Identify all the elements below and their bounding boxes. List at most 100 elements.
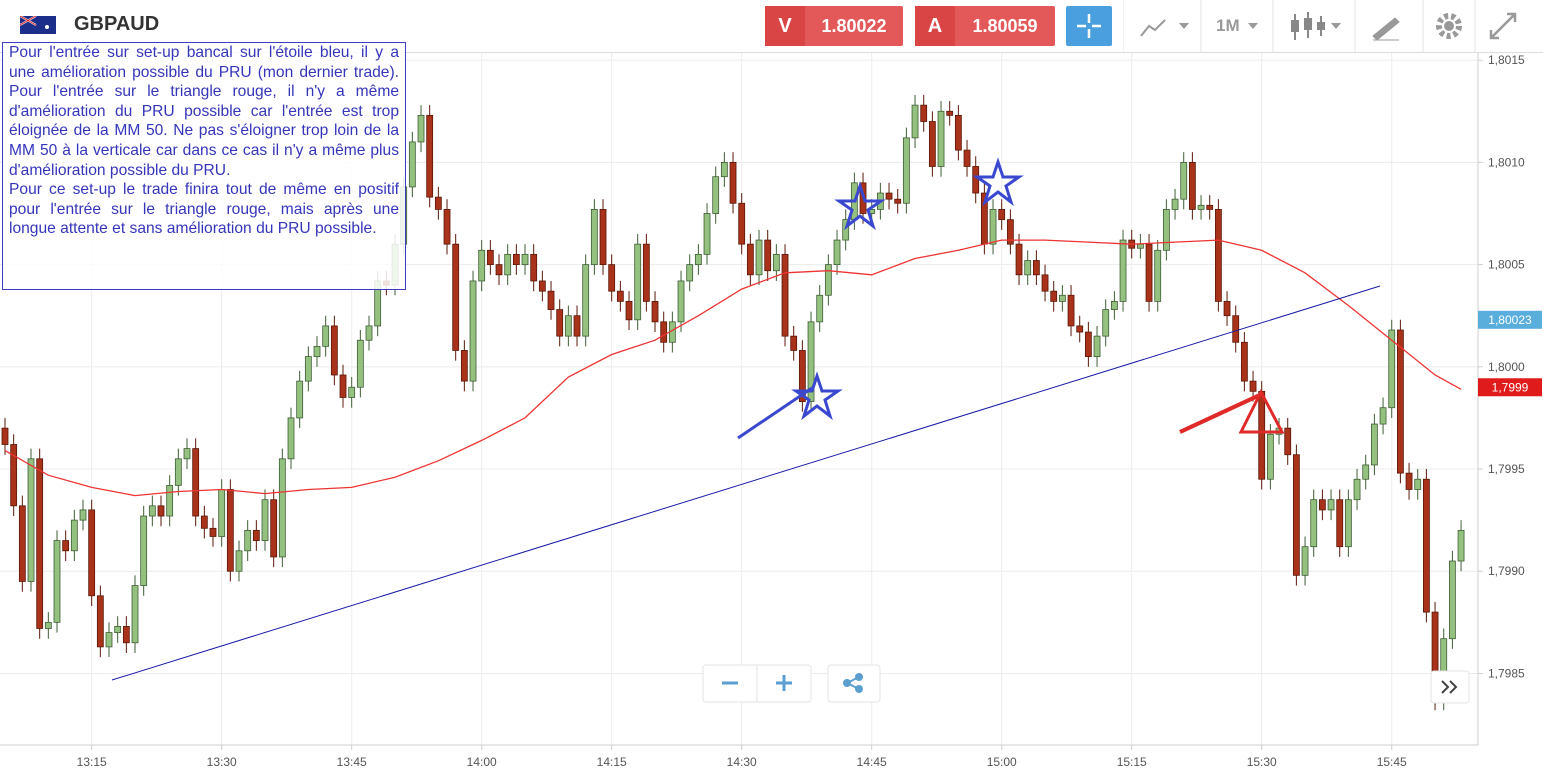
candle-body xyxy=(1206,204,1214,210)
candle-body xyxy=(79,509,87,521)
candle-body xyxy=(157,505,165,517)
candle-body xyxy=(1284,427,1292,456)
candle-body xyxy=(1327,499,1335,511)
crosshair-icon xyxy=(1077,14,1101,38)
candle-body xyxy=(365,325,373,341)
candle-body xyxy=(842,219,850,241)
candle-body xyxy=(1076,325,1084,333)
candle-body xyxy=(1318,499,1326,511)
candle-icon xyxy=(1304,18,1312,30)
dropdown[interactable] xyxy=(1179,23,1189,29)
candle-body xyxy=(408,141,416,188)
candle-body xyxy=(894,198,902,204)
candle-body xyxy=(356,339,364,388)
candle-body xyxy=(642,243,650,302)
sell-button[interactable]: V 1.80022 xyxy=(765,6,903,46)
candle-body xyxy=(114,626,122,633)
candle-body xyxy=(573,315,581,337)
candle-body xyxy=(1310,499,1318,548)
candle-body xyxy=(44,621,52,629)
timeframe[interactable]: 1M xyxy=(1216,16,1240,35)
price-marker-label: 1,80023 xyxy=(1488,313,1532,327)
candle-body xyxy=(1032,260,1040,276)
candle-body xyxy=(530,253,538,282)
candle-body xyxy=(70,519,78,552)
zoom-controls xyxy=(702,664,1470,704)
settings-icon xyxy=(1444,21,1454,31)
candle-body xyxy=(746,243,754,276)
dropdown[interactable] xyxy=(1331,23,1341,29)
candle-body xyxy=(426,114,434,198)
candle-body xyxy=(1370,423,1378,466)
sell-label: V xyxy=(765,6,805,46)
candle-body xyxy=(322,325,330,347)
scroll-button[interactable] xyxy=(1430,670,1470,704)
y-tick-label: 1,7990 xyxy=(1488,564,1525,578)
candle-body xyxy=(330,325,338,376)
candle-body xyxy=(1353,478,1361,501)
candle-body xyxy=(703,213,711,255)
candle-body xyxy=(824,264,832,296)
candle-body xyxy=(1006,219,1014,245)
candle-body xyxy=(504,253,512,276)
share-button[interactable] xyxy=(827,664,881,703)
scroll-icon xyxy=(1441,680,1458,694)
candle-body xyxy=(651,300,659,323)
candle-body xyxy=(1102,309,1110,337)
draw-icon[interactable] xyxy=(1372,17,1400,41)
buy-button[interactable]: A 1.80059 xyxy=(915,6,1055,46)
crosshair-button[interactable] xyxy=(1066,6,1112,46)
candle-body xyxy=(1119,239,1127,302)
candle-body xyxy=(772,253,780,272)
sell-price: 1.80022 xyxy=(821,16,887,36)
candle-body xyxy=(1214,209,1222,302)
arrow xyxy=(1179,392,1263,434)
x-tick-label: 15:45 xyxy=(1377,755,1407,769)
zoom-in[interactable] xyxy=(776,675,792,691)
candle-body xyxy=(1197,204,1205,210)
candle-body xyxy=(495,264,503,276)
candle-body xyxy=(1344,499,1352,548)
candle-body xyxy=(235,550,243,572)
candle-body xyxy=(686,264,694,282)
candle-body xyxy=(417,114,425,143)
candle-body xyxy=(244,529,252,552)
annotation-text: Pour ce set-up le trade finira tout de m… xyxy=(9,181,399,238)
candle-body xyxy=(833,239,841,266)
settings-icon[interactable] xyxy=(1436,13,1462,39)
x-tick-label: 14:15 xyxy=(597,755,627,769)
x-tick-label: 14:30 xyxy=(727,755,757,769)
candle-body xyxy=(1223,300,1231,317)
y-tick-label: 1,8005 xyxy=(1488,258,1525,272)
candle-body xyxy=(902,137,910,204)
candle-body xyxy=(1457,529,1465,562)
y-tick-label: 1,7985 xyxy=(1488,666,1525,680)
star xyxy=(791,371,843,421)
candle-body xyxy=(660,321,668,343)
candle-body xyxy=(582,264,590,337)
share-icon xyxy=(855,673,863,681)
candle-body xyxy=(885,192,893,200)
dropdown[interactable] xyxy=(1248,23,1258,29)
candle-body xyxy=(174,458,182,486)
candle-body xyxy=(1336,499,1344,548)
x-tick-label: 14:00 xyxy=(467,755,497,769)
candle-body xyxy=(1405,472,1413,490)
toolbar xyxy=(1123,0,1517,52)
indicator-icon[interactable] xyxy=(1140,19,1166,37)
candle-body xyxy=(209,527,217,537)
triangle xyxy=(1238,388,1285,434)
candle-body xyxy=(1379,407,1387,425)
candle-body xyxy=(105,632,113,648)
fullscreen-icon[interactable] xyxy=(1489,12,1517,40)
candle-body xyxy=(1136,243,1144,249)
candle-body xyxy=(270,499,278,558)
candle-body xyxy=(18,505,26,582)
candle-body xyxy=(1154,249,1162,302)
candle-body xyxy=(512,253,520,266)
y-tick-label: 1,8000 xyxy=(1488,360,1525,374)
candle-body xyxy=(1240,341,1248,382)
price-marker xyxy=(1478,310,1542,329)
price-marker xyxy=(1478,378,1542,397)
